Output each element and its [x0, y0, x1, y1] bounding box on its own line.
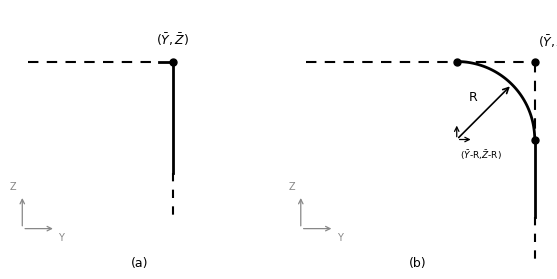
- Text: Y: Y: [58, 233, 65, 243]
- Text: $(\bar{Y}$-R,$\bar{Z}$-R): $(\bar{Y}$-R,$\bar{Z}$-R): [460, 148, 501, 162]
- Text: R: R: [469, 91, 477, 104]
- Text: (b): (b): [409, 258, 427, 270]
- Text: Z: Z: [10, 182, 17, 193]
- Text: Z: Z: [289, 182, 295, 193]
- Text: $(\bar{Y},\bar{Z})$: $(\bar{Y},\bar{Z})$: [538, 34, 557, 50]
- Text: $(\bar{Y},\bar{Z})$: $(\bar{Y},\bar{Z})$: [156, 31, 189, 48]
- Text: Y: Y: [337, 233, 343, 243]
- Text: (a): (a): [130, 258, 148, 270]
